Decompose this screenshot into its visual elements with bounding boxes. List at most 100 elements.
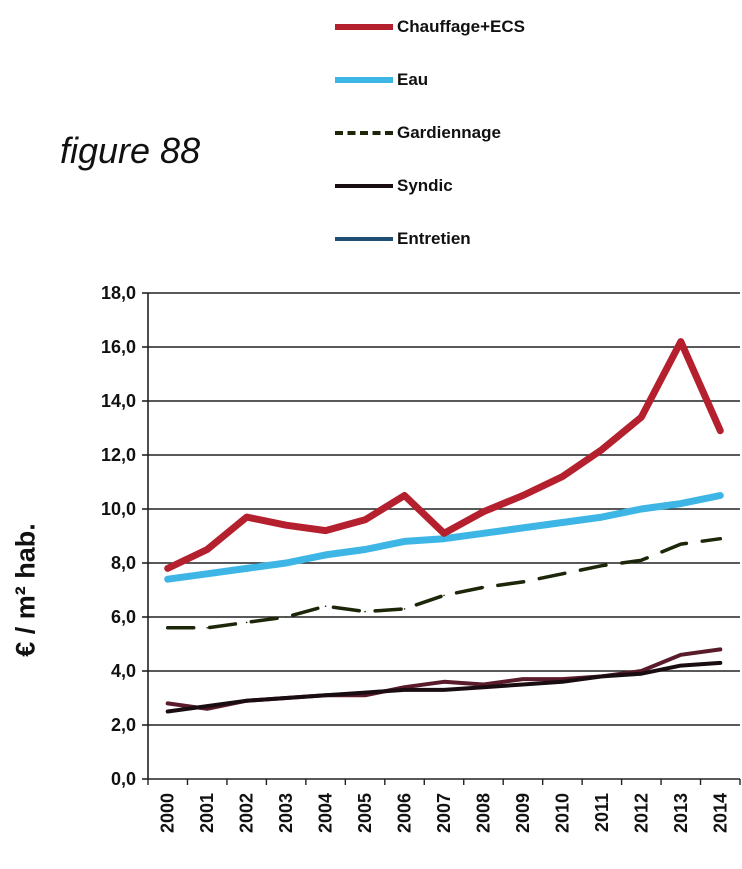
x-tick-label: 2012 (631, 793, 651, 833)
data-point (166, 627, 169, 629)
y-tick-label: 18,0 (101, 283, 136, 303)
data-point (680, 340, 682, 343)
x-tick-label: 2008 (473, 793, 493, 833)
legend-label-gardiennage: Gardiennage (397, 123, 501, 142)
x-tick-label: 2011 (592, 793, 612, 832)
legend-swatch-eau (335, 77, 393, 83)
data-point (206, 548, 208, 551)
data-point (680, 664, 682, 667)
data-point (680, 654, 682, 656)
data-point (601, 675, 603, 678)
data-point (403, 689, 406, 691)
x-tick-label: 2001 (197, 793, 217, 833)
data-point (245, 516, 248, 518)
data-point (403, 540, 406, 543)
data-point (403, 686, 406, 688)
data-point (561, 475, 564, 478)
data-point (324, 694, 327, 697)
data-point (206, 705, 208, 707)
data-point (166, 702, 169, 705)
data-point (443, 532, 445, 535)
data-point (561, 521, 564, 524)
x-tick-label: 2010 (552, 793, 572, 833)
data-point (601, 564, 603, 567)
y-tick-label: 4,0 (111, 661, 136, 681)
data-point (166, 578, 169, 580)
x-tick-label: 2007 (434, 793, 454, 833)
y-tick-label: 12,0 (101, 445, 136, 465)
legend-swatch-entretien (335, 237, 393, 241)
data-point (443, 537, 445, 540)
legend-item-entretien: Entretien (335, 220, 525, 258)
data-point (601, 516, 603, 518)
x-tick-label: 2014 (710, 793, 730, 833)
data-point (561, 573, 564, 575)
data-point (482, 532, 485, 535)
x-tick-label: 2003 (276, 793, 296, 833)
x-tick-label: 2006 (395, 793, 415, 833)
data-point (522, 683, 524, 686)
legend-label-entretien: Entretien (397, 229, 471, 248)
y-tick-label: 8,0 (111, 553, 136, 573)
series-line-eau (164, 492, 724, 583)
data-point (364, 691, 366, 694)
data-point (601, 448, 603, 451)
data-point (324, 529, 327, 532)
y-tick-label: 16,0 (101, 337, 136, 357)
data-point (166, 710, 169, 713)
figure-label: figure 88 (60, 130, 201, 171)
x-tick-label: 2005 (355, 793, 375, 833)
data-point (206, 708, 208, 710)
data-point (482, 510, 485, 513)
data-point (719, 648, 722, 651)
series-line-gardiennage (165, 536, 723, 630)
legend-swatch-gardiennage (335, 131, 393, 135)
data-point (522, 678, 524, 680)
data-point (561, 681, 564, 683)
data-point (403, 608, 406, 610)
data-point (443, 681, 445, 683)
legend-item-syndic: Syndic (335, 167, 525, 205)
x-tick-label: 2009 (513, 793, 533, 833)
data-point (285, 697, 287, 699)
data-point (324, 554, 327, 556)
data-point (640, 559, 643, 562)
legend-item-gardiennage: Gardiennage (335, 114, 525, 152)
data-point (482, 586, 485, 589)
data-point (245, 621, 248, 624)
legend-label-syndic: Syndic (397, 176, 453, 195)
x-tick-label: 2002 (237, 793, 257, 833)
x-tick-label: 2000 (158, 793, 178, 833)
legend-item-chauffage: Chauffage+ECS (335, 8, 525, 46)
data-point (285, 616, 287, 618)
data-point (640, 670, 643, 672)
data-point (640, 672, 643, 675)
x-tick-label: 2004 (316, 793, 336, 833)
data-point (364, 694, 366, 697)
data-point (324, 605, 327, 607)
data-point (245, 567, 248, 570)
data-point (443, 594, 445, 597)
data-point (206, 573, 208, 575)
data-point (719, 537, 722, 540)
legend: Chauffage+ECS Eau Gardiennage Syndic Ent… (335, 8, 525, 273)
data-point (522, 494, 524, 497)
data-point (482, 683, 485, 686)
data-point (680, 502, 682, 505)
data-point (719, 662, 722, 664)
data-point (443, 689, 445, 691)
data-point (364, 610, 366, 613)
x-tick-label: 2013 (671, 793, 691, 833)
y-tick-label: 6,0 (111, 607, 136, 627)
data-point (522, 527, 524, 529)
data-point (482, 686, 485, 688)
legend-label-chauffage: Chauffage+ECS (397, 17, 525, 36)
data-point (245, 699, 248, 702)
y-tick-label: 0,0 (111, 769, 136, 789)
data-point (364, 548, 366, 551)
data-point (719, 494, 722, 497)
legend-label-eau: Eau (397, 70, 429, 89)
data-point (364, 519, 366, 521)
data-point (403, 494, 406, 497)
data-point (285, 524, 287, 526)
